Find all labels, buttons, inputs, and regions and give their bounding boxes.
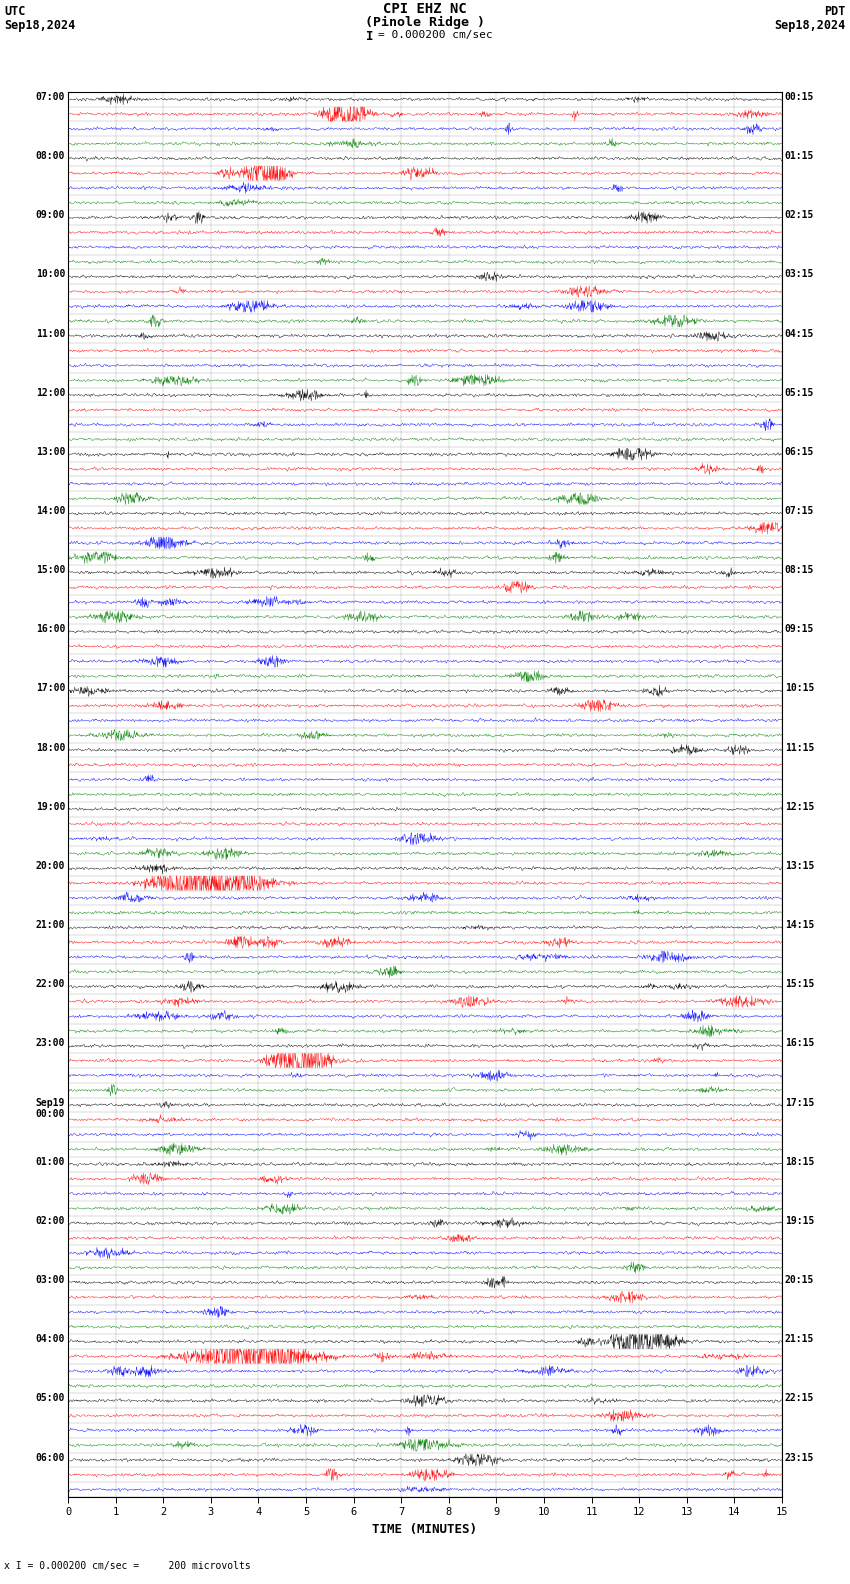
Text: 17:00: 17:00 bbox=[36, 683, 65, 694]
Text: 20:00: 20:00 bbox=[36, 862, 65, 871]
Text: 06:15: 06:15 bbox=[785, 447, 814, 456]
Text: 16:00: 16:00 bbox=[36, 624, 65, 634]
X-axis label: TIME (MINUTES): TIME (MINUTES) bbox=[372, 1522, 478, 1536]
Text: 09:15: 09:15 bbox=[785, 624, 814, 634]
Text: 13:00: 13:00 bbox=[36, 447, 65, 456]
Text: Sep18,2024: Sep18,2024 bbox=[774, 19, 846, 32]
Text: 14:15: 14:15 bbox=[785, 920, 814, 930]
Text: 07:15: 07:15 bbox=[785, 505, 814, 516]
Text: 15:15: 15:15 bbox=[785, 979, 814, 990]
Text: 23:15: 23:15 bbox=[785, 1453, 814, 1462]
Text: Sep19
00:00: Sep19 00:00 bbox=[36, 1098, 65, 1120]
Text: 02:15: 02:15 bbox=[785, 211, 814, 220]
Text: 23:00: 23:00 bbox=[36, 1039, 65, 1049]
Text: 00:15: 00:15 bbox=[785, 92, 814, 101]
Text: 09:00: 09:00 bbox=[36, 211, 65, 220]
Text: PDT: PDT bbox=[824, 5, 846, 17]
Text: 19:00: 19:00 bbox=[36, 802, 65, 811]
Text: 17:15: 17:15 bbox=[785, 1098, 814, 1107]
Text: 12:15: 12:15 bbox=[785, 802, 814, 811]
Text: 20:15: 20:15 bbox=[785, 1275, 814, 1285]
Text: x I = 0.000200 cm/sec =     200 microvolts: x I = 0.000200 cm/sec = 200 microvolts bbox=[4, 1562, 251, 1571]
Text: 15:00: 15:00 bbox=[36, 565, 65, 575]
Text: 04:15: 04:15 bbox=[785, 328, 814, 339]
Text: 22:00: 22:00 bbox=[36, 979, 65, 990]
Text: 04:00: 04:00 bbox=[36, 1334, 65, 1345]
Text: 01:15: 01:15 bbox=[785, 150, 814, 162]
Text: I: I bbox=[366, 30, 373, 43]
Text: 03:15: 03:15 bbox=[785, 269, 814, 279]
Text: 10:00: 10:00 bbox=[36, 269, 65, 279]
Text: 07:00: 07:00 bbox=[36, 92, 65, 101]
Text: = 0.000200 cm/sec: = 0.000200 cm/sec bbox=[378, 30, 493, 40]
Text: 16:15: 16:15 bbox=[785, 1039, 814, 1049]
Text: 11:15: 11:15 bbox=[785, 743, 814, 752]
Text: 02:00: 02:00 bbox=[36, 1217, 65, 1226]
Text: 18:15: 18:15 bbox=[785, 1156, 814, 1167]
Text: CPI EHZ NC: CPI EHZ NC bbox=[383, 2, 467, 16]
Text: UTC: UTC bbox=[4, 5, 26, 17]
Text: 08:00: 08:00 bbox=[36, 150, 65, 162]
Text: 10:15: 10:15 bbox=[785, 683, 814, 694]
Text: 13:15: 13:15 bbox=[785, 862, 814, 871]
Text: 06:00: 06:00 bbox=[36, 1453, 65, 1462]
Text: 12:00: 12:00 bbox=[36, 388, 65, 398]
Text: 22:15: 22:15 bbox=[785, 1394, 814, 1403]
Text: (Pinole Ridge ): (Pinole Ridge ) bbox=[365, 16, 485, 29]
Text: 14:00: 14:00 bbox=[36, 505, 65, 516]
Text: 21:15: 21:15 bbox=[785, 1334, 814, 1345]
Text: 05:15: 05:15 bbox=[785, 388, 814, 398]
Text: 03:00: 03:00 bbox=[36, 1275, 65, 1285]
Text: 01:00: 01:00 bbox=[36, 1156, 65, 1167]
Text: 11:00: 11:00 bbox=[36, 328, 65, 339]
Text: 08:15: 08:15 bbox=[785, 565, 814, 575]
Text: 18:00: 18:00 bbox=[36, 743, 65, 752]
Text: 21:00: 21:00 bbox=[36, 920, 65, 930]
Text: 05:00: 05:00 bbox=[36, 1394, 65, 1403]
Text: Sep18,2024: Sep18,2024 bbox=[4, 19, 76, 32]
Text: 19:15: 19:15 bbox=[785, 1217, 814, 1226]
